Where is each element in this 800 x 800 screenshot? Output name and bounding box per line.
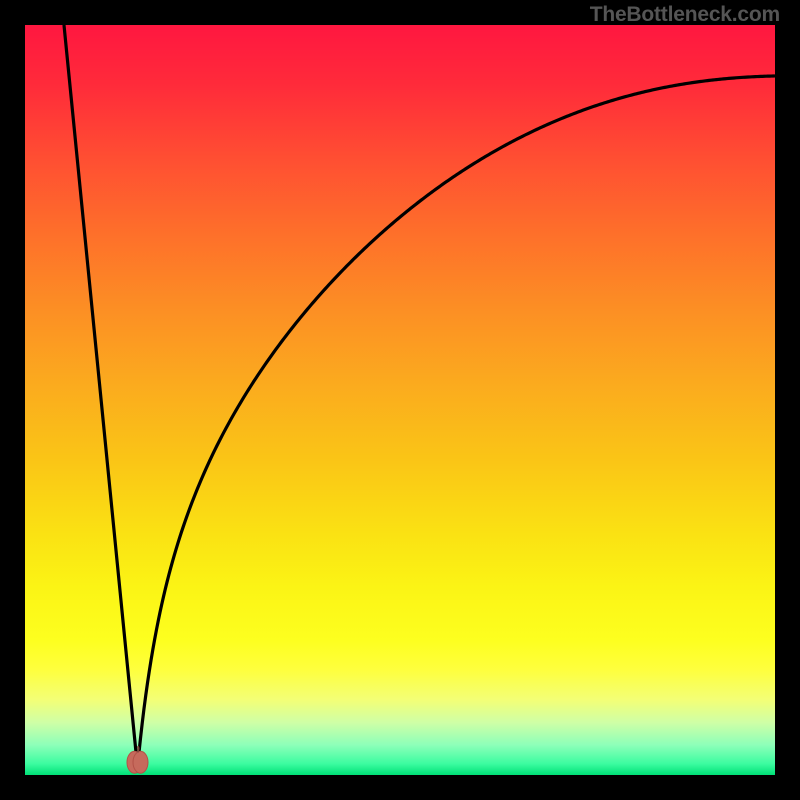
chart-background-gradient	[25, 25, 775, 775]
bottleneck-chart	[0, 0, 800, 800]
watermark-text: TheBottleneck.com	[590, 3, 780, 27]
chart-container: TheBottleneck.com	[0, 0, 800, 800]
